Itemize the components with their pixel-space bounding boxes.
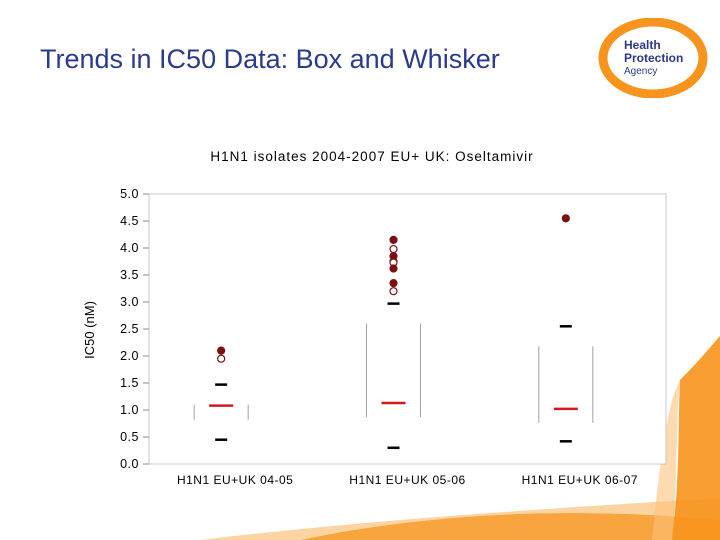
outlier-point (217, 346, 226, 355)
outlier-point (389, 279, 398, 288)
x-category-label: H1N1 EU+UK 04-05 (177, 473, 293, 487)
swoosh-bottom-light (200, 498, 720, 540)
box-group (538, 214, 594, 443)
outlier-point (389, 287, 398, 296)
swoosh-bottom (300, 512, 720, 540)
y-tick-label: 1.5 (120, 376, 139, 390)
logo-line-1: Health (624, 38, 661, 52)
outlier-point (217, 354, 226, 363)
y-tick-label: 2.0 (120, 349, 139, 363)
y-axis: 0.0 0.5 1.0 1.5 2.0 2.5 3.0 3.5 4.0 4.5 5.0 (120, 187, 149, 471)
outlier-point (389, 235, 398, 244)
slide-title: Trends in IC50 Data: Box and Whisker (40, 44, 500, 74)
logo-line-3: Agency (624, 66, 657, 77)
y-tick-label: 3.5 (120, 268, 139, 282)
outlier-point (389, 244, 398, 254)
y-tick-label: 5.0 (120, 187, 139, 201)
y-tick-label: 2.5 (120, 322, 139, 336)
y-tick-label: 0.5 (120, 430, 139, 444)
y-tick-label: 3.0 (120, 295, 139, 309)
logo-line-2: Protection (624, 51, 683, 65)
y-tick-label: 0.0 (120, 457, 139, 471)
logo-ring (598, 18, 708, 98)
plot-area (148, 193, 667, 465)
y-tick-label: 1.0 (120, 403, 139, 417)
box-group (366, 235, 421, 450)
box-group (193, 346, 249, 441)
y-axis-title: IC50 (nM) (82, 301, 97, 359)
health-protection-agency-logo: Health Protection Agency (598, 18, 708, 98)
x-axis: H1N1 EU+UK 04-05 H1N1 EU+UK 05-06 H1N1 EU+… (177, 473, 638, 487)
boxes (193, 214, 594, 450)
outlier-point (389, 264, 398, 273)
outlier-point (561, 214, 570, 223)
y-tick-label: 4.5 (120, 214, 139, 228)
swoosh-right (672, 336, 720, 540)
x-category-label: H1N1 EU+UK 06-07 (522, 473, 638, 487)
chart-title: H1N1 isolates 2004-2007 EU+ UK: Oseltami… (210, 149, 533, 164)
x-category-label: H1N1 EU+UK 05-06 (349, 473, 465, 487)
y-tick-label: 4.0 (120, 241, 139, 255)
